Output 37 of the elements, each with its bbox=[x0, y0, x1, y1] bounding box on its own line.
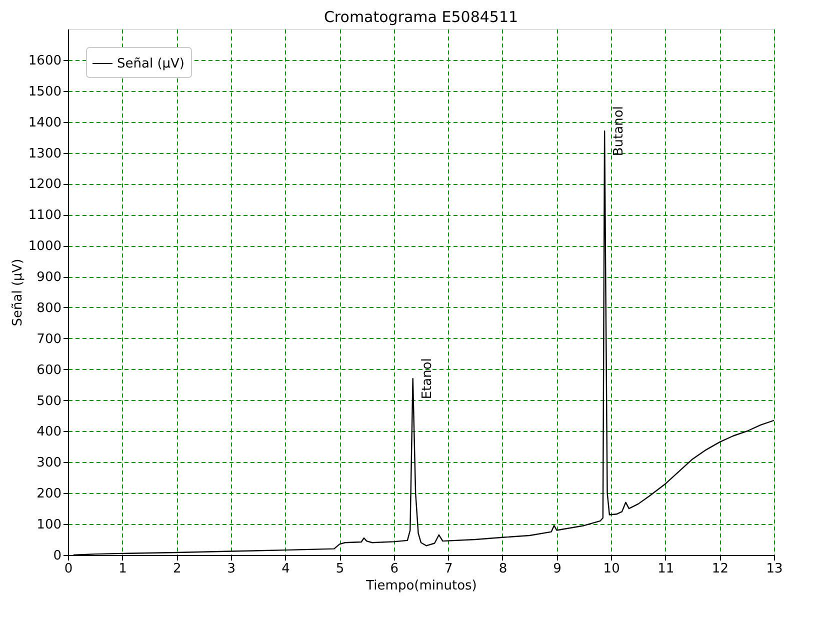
y-tick-label: 1500 bbox=[28, 84, 62, 100]
x-tick-label: 9 bbox=[553, 562, 562, 576]
y-tick-label: 1100 bbox=[28, 208, 62, 224]
x-tick-label: 6 bbox=[390, 562, 398, 576]
x-tick-label: 12 bbox=[712, 562, 728, 576]
x-tick-label: 3 bbox=[227, 562, 236, 576]
y-tick-label: 300 bbox=[36, 456, 62, 471]
x-tick-label: 0 bbox=[64, 562, 73, 576]
y-tick-label: 1400 bbox=[28, 115, 62, 130]
annotation: Etanol bbox=[420, 358, 435, 400]
y-tick-label: 500 bbox=[36, 394, 62, 409]
annotation: Butanol bbox=[612, 106, 627, 156]
x-tick-label: 13 bbox=[766, 562, 783, 576]
y-axis-title: Señal (µV) bbox=[10, 258, 26, 326]
x-tick-label: 10 bbox=[603, 562, 620, 576]
y-tick-label: 800 bbox=[36, 300, 62, 316]
x-tick-label: 7 bbox=[444, 562, 453, 576]
y-tick-label: 600 bbox=[36, 362, 62, 378]
y-tick-label: 400 bbox=[36, 424, 62, 440]
y-tick-label: 100 bbox=[36, 518, 62, 533]
y-tick-label: 1200 bbox=[28, 177, 62, 192]
x-tick-label: 8 bbox=[498, 562, 508, 576]
y-tick-label: 1300 bbox=[28, 146, 62, 162]
x-tick-label: 1 bbox=[118, 562, 127, 576]
y-tick-label: 200 bbox=[36, 486, 62, 502]
y-tick-label: 900 bbox=[36, 270, 62, 286]
x-tick-label: 5 bbox=[336, 562, 344, 576]
x-tick-label: 4 bbox=[282, 562, 290, 576]
y-tick-label: 1000 bbox=[28, 239, 62, 254]
y-tick-label: 700 bbox=[36, 332, 62, 347]
x-tick-label: 11 bbox=[658, 562, 674, 576]
y-tick-label: 0 bbox=[53, 548, 62, 564]
y-tick-label: 1600 bbox=[28, 53, 62, 68]
x-tick-label: 2 bbox=[172, 562, 182, 576]
x-axis-title: Tiempo(minutos) bbox=[365, 578, 477, 594]
chart-title: Cromatograma E5084511 bbox=[324, 8, 518, 26]
legend-label: Señal (µV) bbox=[117, 56, 185, 72]
